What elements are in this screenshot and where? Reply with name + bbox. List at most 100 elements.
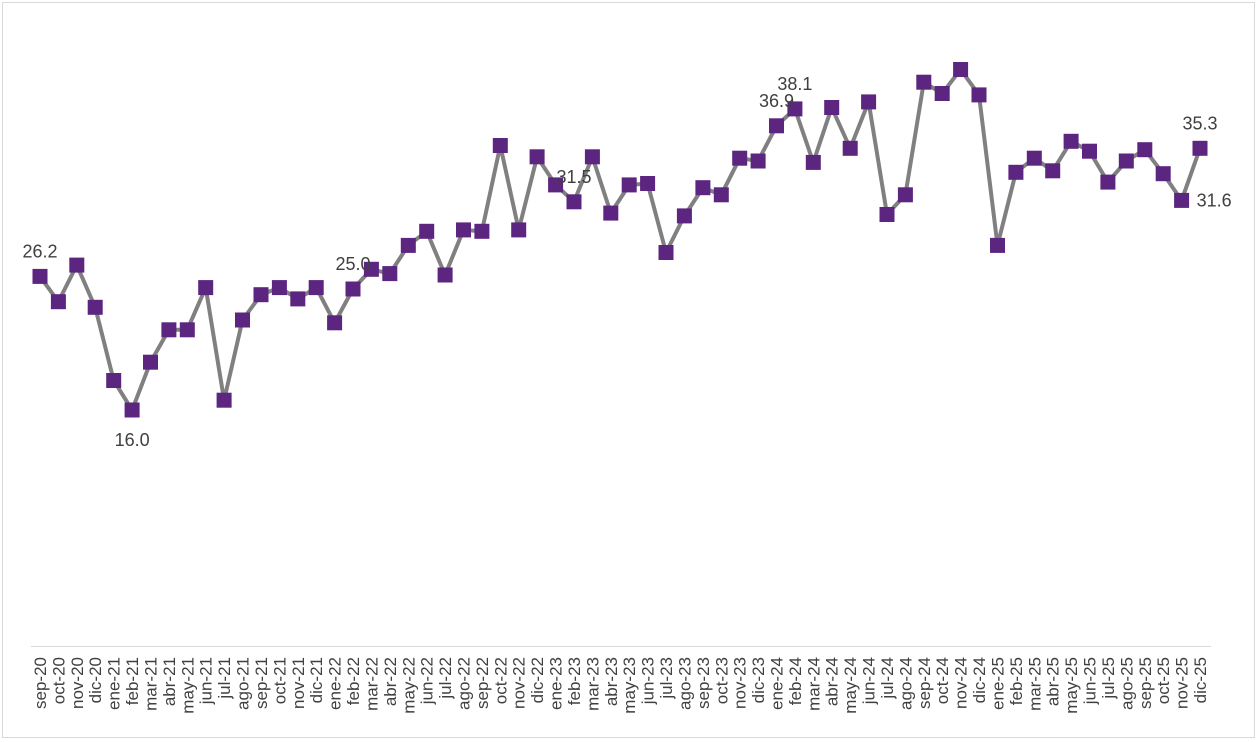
point-marker [732,150,748,166]
x-tick-label: ago-23 [675,657,694,710]
x-tick-label: oct-25 [1154,657,1173,704]
point-marker [327,315,343,331]
x-tick-label: ene-23 [547,657,566,710]
data-label: 36.9 [759,91,794,111]
x-tick-label: jul-21 [215,657,234,700]
point-marker [69,257,85,273]
x-tick-label: abr-22 [381,657,400,706]
data-label: 31.6 [1197,190,1232,210]
x-tick-label: ene-22 [326,657,345,710]
point-marker [953,62,969,77]
point-marker [529,149,545,165]
x-tick-label: mar-23 [583,657,602,711]
x-tick-label: oct-24 [933,657,952,704]
point-marker [456,222,471,238]
data-label: 38.1 [777,74,812,94]
point-marker [271,280,287,296]
point-marker [32,268,48,284]
point-marker [253,287,269,303]
x-tick-label: dic-21 [307,657,326,703]
x-tick-label: ene-21 [105,657,124,710]
data-label: 16.0 [115,430,150,450]
point-marker [805,154,821,170]
point-marker [842,140,858,156]
x-tick-label: may-25 [1062,657,1081,714]
point-marker [179,322,195,338]
point-marker [1026,150,1042,166]
point-marker [511,222,527,238]
x-tick-label: mar-25 [1025,657,1044,711]
x-tick-label: jun-24 [860,657,879,705]
x-tick-label: feb-21 [123,657,142,705]
x-tick-label: oct-22 [491,657,510,704]
x-tick-label: nov-25 [1173,657,1192,709]
x-tick-label: ene-25 [989,657,1008,710]
point-marker [400,237,416,253]
x-tick-label: jul-24 [878,657,897,700]
data-label: 35.3 [1182,113,1217,133]
point-marker [713,187,729,203]
x-tick-label: jun-25 [1081,657,1100,705]
x-tick-label: dic-25 [1191,657,1210,703]
data-label: 31.5 [556,167,591,187]
x-tick-label: nov-21 [289,657,308,709]
x-tick-label: ene-24 [768,657,787,710]
series-line [38,67,1202,412]
x-tick-label: oct-20 [49,657,68,704]
point-marker [787,101,803,117]
x-tick-label: jul-22 [436,657,455,700]
series-path [38,67,1202,412]
x-tick-label: abr-24 [823,657,842,706]
x-tick-label: sep-23 [694,657,713,709]
point-marker [382,266,398,282]
point-marker [934,86,950,101]
point-marker [695,180,711,196]
point-marker [106,373,122,388]
point-marker [603,205,619,221]
point-marker [879,207,895,222]
x-tick-label: jul-25 [1099,657,1118,700]
x-tick-label: abr-25 [1044,657,1063,706]
x-tick-label: abr-21 [160,657,179,706]
x-tick-label: ago-25 [1117,657,1136,710]
x-tick-label: mar-21 [142,657,161,711]
x-tick-label: feb-25 [1007,657,1026,705]
x-tick-label: feb-22 [344,657,363,705]
point-marker [437,267,453,283]
point-marker [566,194,582,210]
point-marker [235,312,250,328]
point-marker [1192,140,1208,156]
data-label: 26.2 [22,241,57,261]
point-marker [1174,192,1190,208]
point-marker [640,176,656,191]
point-marker [143,354,158,370]
x-tick-label: nov-22 [510,657,529,709]
x-tick-label: dic-24 [970,657,989,703]
point-marker [124,402,140,418]
point-marker [750,153,766,169]
point-marker [1008,164,1024,180]
point-marker [1100,174,1116,190]
point-marker [308,280,324,296]
x-tick-label: jun-23 [639,657,658,705]
point-marker [971,87,987,103]
x-tick-label: sep-24 [915,657,934,709]
point-marker [658,245,674,260]
data-labels: 26.2 16.0 25.0 31.5 36.938.1 31.6 35.3 [22,74,1231,450]
x-tick-label: sep-25 [1136,657,1155,709]
x-tick-label: nov-20 [68,657,87,709]
point-marker [990,237,1005,253]
point-marker [676,208,692,224]
point-marker [290,291,306,307]
x-tick-label: jun-22 [418,657,437,705]
x-tick-label: feb-23 [565,657,584,705]
point-marker [1155,166,1171,182]
point-marker [1063,133,1079,149]
x-tick-label: dic-22 [528,657,547,703]
point-marker [1045,163,1061,179]
data-label: 25.0 [335,254,370,274]
x-tick-label: may-23 [620,657,639,714]
point-marker [824,100,840,115]
